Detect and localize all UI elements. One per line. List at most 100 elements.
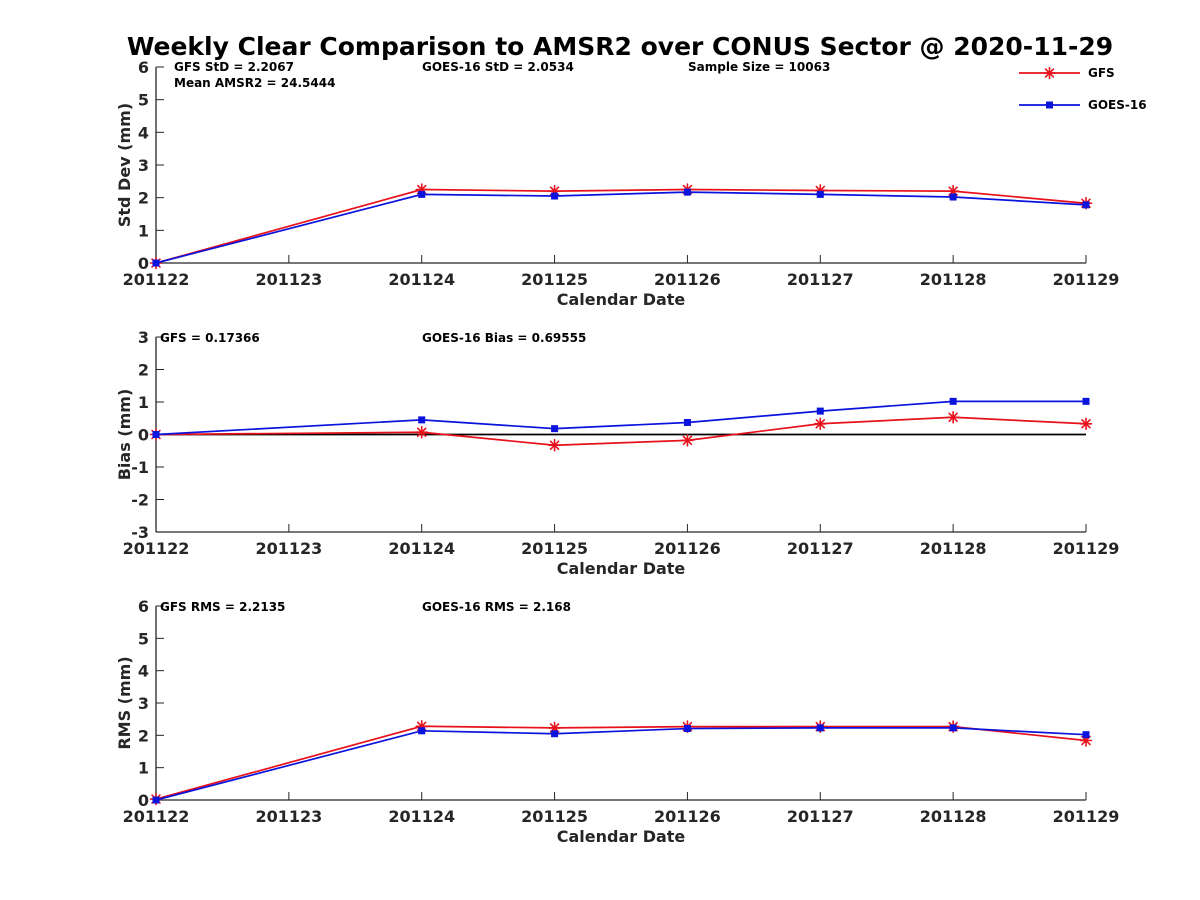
std-dev-y-axis-label: Std Dev (mm) [115,103,134,227]
bias-panel: 201122 201123 201124 201125 201126 201127 2011… [115,328,1119,578]
rms-annotation: GFS RMS = 2.2135 [160,600,285,614]
std-dev-goes-16-point [683,188,691,196]
bias-gfs-point [415,425,429,439]
std-dev-x-tick-label: 201122 [123,270,190,289]
std-dev-goes-16-line [155,191,1087,264]
std-dev-goes-16-point [418,190,426,198]
std-dev-x-tick-label: 201125 [521,270,588,289]
std-dev-x-tick-label: 201128 [920,270,987,289]
rms-y-tick-label: 4 [138,662,149,681]
bias-x-tick-label: 201126 [654,539,721,558]
legend-gfs-marker [1043,66,1056,80]
rms-goes-16-point [683,725,691,733]
std-dev-x-tick-label: 201129 [1053,270,1120,289]
bias-goes-16-point [816,407,824,415]
std-dev-y-tick-label: 4 [138,123,149,142]
bias-goes-16-point [949,397,957,405]
rms-goes-16-point [1082,731,1090,739]
bias-y-tick-label: -3 [131,523,149,542]
bias-y-axis-label: Bias (mm) [115,389,134,481]
std-dev-x-tick-label: 201126 [654,270,721,289]
bias-y-tick-label: 2 [138,361,149,380]
std-dev-goes-16-point [152,259,160,267]
legend-gfs-label: GFS [1088,66,1115,80]
bias-x-tick-label: 201129 [1053,539,1120,558]
legend: GFS GOES-16 [1019,66,1147,112]
bias-goes-16-point [683,418,691,426]
std-dev-y-tick-label: 5 [138,91,149,110]
legend-goes-16-label: GOES-16 [1088,98,1147,112]
bias-y-tick-label: 3 [138,328,149,347]
bias-x-axis-label: Calendar Date [557,559,686,578]
chart-panels: 201122 201123 201124 201125 201126 201127 2011… [115,58,1119,846]
bias-gfs-point [813,417,827,431]
rms-x-tick-label: 201127 [787,807,854,826]
bias-x-tick-label: 201122 [123,539,190,558]
rms-annotation: GOES-16 RMS = 2.168 [422,600,571,614]
std-dev-y-tick-label: 6 [138,58,149,77]
rms-goes-16-point [152,796,160,804]
rms-x-tick-label: 201124 [388,807,455,826]
std-dev-annotation: GOES-16 StD = 2.0534 [422,60,574,74]
bias-goes-16-point [1082,397,1090,405]
rms-y-tick-label: 0 [138,791,149,810]
std-dev-y-tick-label: 0 [138,254,149,273]
rms-x-tick-label: 201128 [920,807,987,826]
bias-x-tick-label: 201123 [255,539,322,558]
std-dev-annotation: Mean AMSR2 = 24.5444 [174,76,335,90]
bias-y-tick-label: -2 [131,491,149,510]
rms-y-tick-label: 5 [138,629,149,648]
rms-x-tick-label: 201129 [1053,807,1120,826]
bias-gfs-point [548,438,561,452]
rms-goes-16-point [551,730,559,738]
bias-goes-16-point [418,416,426,424]
std-dev-y-tick-label: 2 [138,189,149,208]
bias-x-tick-label: 201128 [920,539,987,558]
rms-x-tick-label: 201122 [123,807,190,826]
bias-x-tick-label: 201127 [787,539,854,558]
bias-x-tick-label: 201124 [388,539,455,558]
std-dev-panel: 201122 201123 201124 201125 201126 201127 2011… [115,58,1119,309]
rms-y-tick-label: 6 [138,597,149,616]
legend-entry-gfs: GFS [1019,66,1115,80]
rms-y-axis-label: RMS (mm) [115,656,134,749]
rms-y-tick-label: 3 [138,694,149,713]
bias-y-tick-label: 1 [138,393,149,412]
rms-panel: 201122 201123 201124 201125 201126 201127 2011… [115,597,1119,846]
std-dev-y-tick-label: 1 [138,221,149,240]
bias-gfs-line [155,416,1087,447]
std-dev-annotation: Sample Size = 10063 [688,60,830,74]
rms-x-tick-label: 201123 [255,807,322,826]
std-dev-x-tick-label: 201124 [388,270,455,289]
bias-annotation: GOES-16 Bias = 0.69555 [422,331,586,345]
bias-gfs-point [946,410,960,424]
rms-y-tick-label: 1 [138,759,149,778]
std-dev-annotation: GFS StD = 2.2067 [174,60,294,74]
rms-goes-16-point [418,727,426,735]
std-dev-x-tick-label: 201123 [255,270,322,289]
legend-goes-16-marker [1046,101,1053,109]
std-dev-goes-16-point [816,190,824,198]
rms-x-tick-label: 201125 [521,807,588,826]
std-dev-goes-16-point [1082,201,1090,209]
rms-gfs-line [155,725,1087,800]
bias-y-tick-label: -1 [131,458,149,477]
bias-annotation: GFS = 0.17366 [160,331,260,345]
rms-x-axis-label: Calendar Date [557,827,686,846]
rms-goes-16-point [816,724,824,732]
std-dev-goes-16-point [551,192,559,200]
bias-y-tick-label: 0 [138,426,149,445]
legend-entry-goes-16: GOES-16 [1019,98,1147,112]
rms-x-tick-label: 201126 [654,807,721,826]
bias-x-tick-label: 201125 [521,539,588,558]
bias-goes-16-point [551,425,559,433]
std-dev-x-tick-label: 201127 [787,270,854,289]
bias-gfs-point [1079,417,1093,431]
rms-goes-16-line [155,727,1087,801]
bias-gfs-point [681,434,694,447]
bias-goes-16-point [152,431,160,438]
std-dev-goes-16-point [949,193,957,201]
std-dev-x-axis-label: Calendar Date [557,290,686,309]
std-dev-y-tick-label: 3 [138,156,149,175]
